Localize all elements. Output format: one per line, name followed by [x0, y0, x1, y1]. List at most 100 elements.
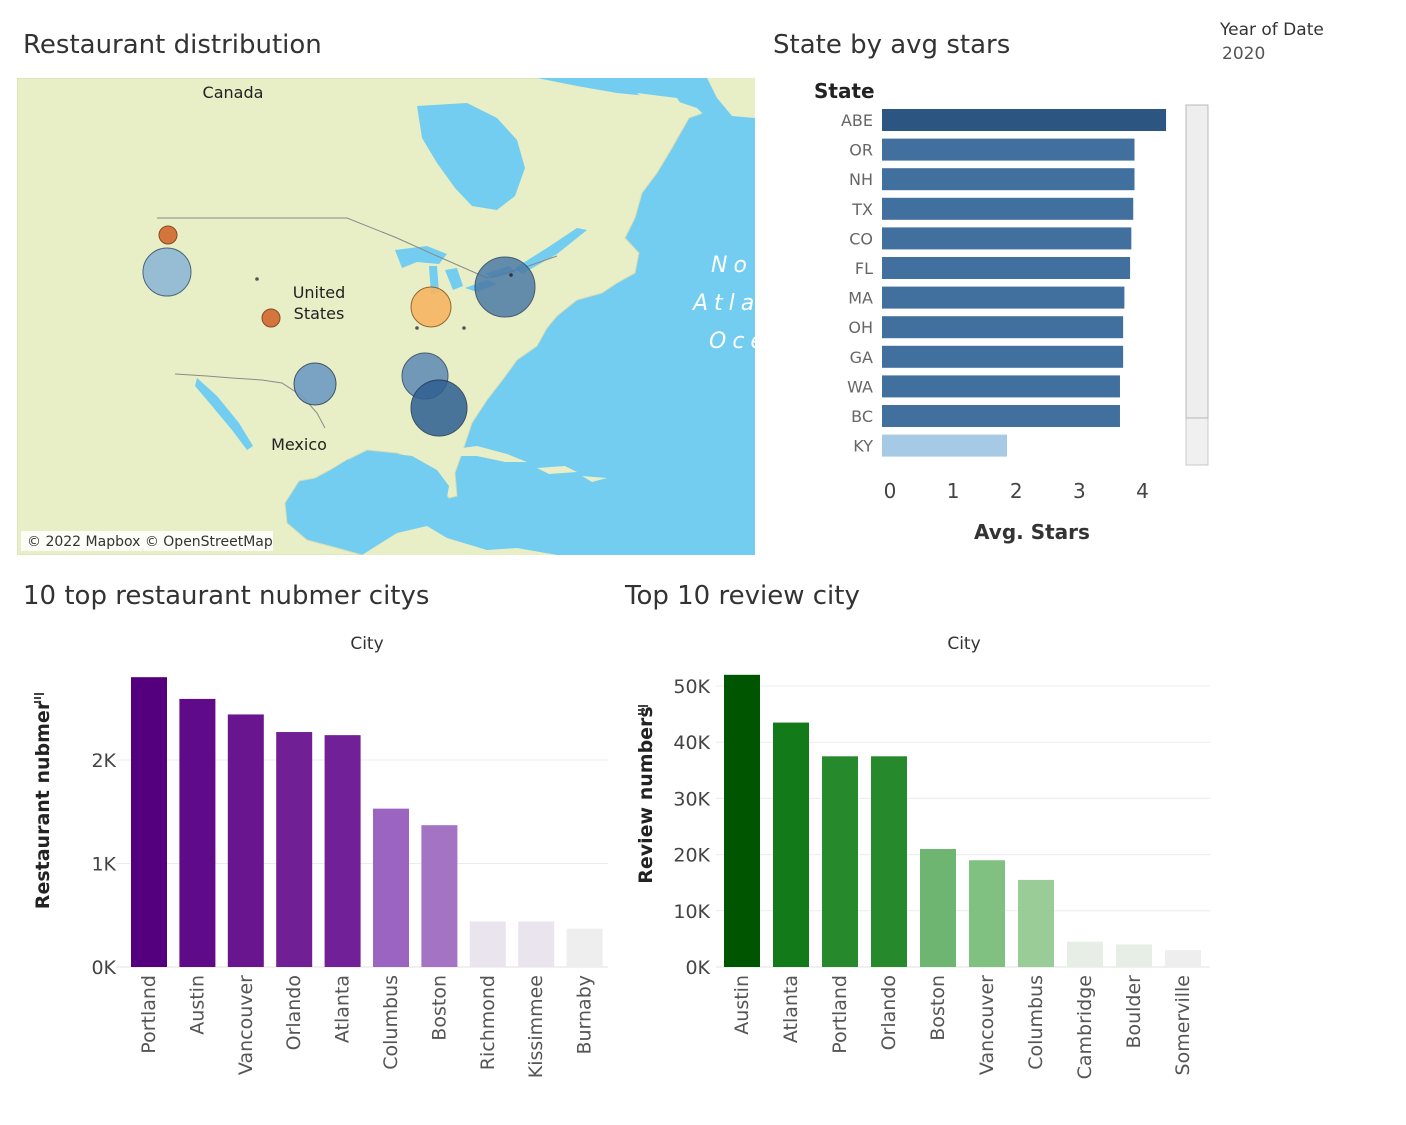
stars-category-label: OH — [848, 318, 873, 337]
x-category-label: Cambridge — [1074, 975, 1096, 1079]
restaurant-chart[interactable]: City 0K 1K 2K Portland Austin Vancouver Orlan… — [20, 625, 610, 1105]
map-bubble-columbus[interactable] — [410, 286, 452, 328]
stars-bar-or[interactable] — [882, 138, 1135, 161]
stars-x-axis-label: Avg. Stars — [974, 520, 1090, 544]
stars-category-label: BC — [851, 407, 873, 426]
stars-bar-oh[interactable] — [882, 316, 1124, 339]
map-svg[interactable]: Canada United States Mexico No Atla Oce … — [17, 78, 755, 555]
map-caribbean-islands — [447, 446, 607, 482]
review-chart[interactable]: City 0K 10K 20K 30K 40K 50K Austin Atlanta Port… — [620, 625, 1220, 1105]
stars-chart[interactable]: State ABE OR NH TX CO FL MA OH GA WA BC KY 0 1 2 3 4 Av… — [800, 70, 1220, 560]
stars-bar-nh[interactable] — [882, 168, 1135, 191]
stars-category-label: ABE — [841, 111, 873, 130]
map-marker-small[interactable] — [462, 326, 466, 330]
bar-columbus[interactable] — [373, 808, 409, 967]
bar-cambridge[interactable] — [1067, 941, 1103, 967]
map-arctic-islands — [572, 93, 685, 153]
map-label-ocean-2: Atla — [691, 291, 755, 316]
restaurant-map[interactable]: Canada United States Mexico No Atla Oce … — [17, 78, 755, 555]
review-column-header: City — [947, 634, 980, 654]
stars-category-label: NH — [849, 170, 873, 189]
stars-category-label: KY — [853, 437, 873, 456]
stars-category-label: TX — [851, 200, 873, 219]
x-category-label: Boston — [428, 975, 450, 1041]
x-category-label: Columbus — [1025, 975, 1047, 1070]
bar-boston[interactable] — [920, 849, 956, 967]
y-tick-label: 10K — [673, 901, 710, 923]
map-bubble-orlando[interactable] — [410, 379, 468, 437]
x-category-label: Atlanta — [332, 975, 354, 1043]
stars-bar-abe[interactable] — [882, 109, 1167, 131]
x-category-label: Columbus — [380, 975, 402, 1070]
bar-boston[interactable] — [421, 825, 458, 967]
map-attribution-bg — [21, 531, 273, 551]
sort-icon[interactable] — [34, 693, 44, 703]
map-marker-small[interactable] — [255, 277, 259, 281]
stars-x-tick-label: 1 — [947, 479, 960, 503]
bar-vancouver[interactable] — [969, 860, 1005, 967]
bar-austin[interactable] — [724, 674, 760, 967]
review-y-axis-label: Review numbers — [635, 706, 657, 884]
bar-atlanta[interactable] — [324, 735, 361, 967]
stars-category-header: State — [814, 79, 875, 103]
bar-kissimmee[interactable] — [518, 921, 555, 967]
stars-bar-co[interactable] — [882, 227, 1132, 250]
bar-atlanta[interactable] — [773, 722, 809, 967]
stars-bar-fl[interactable] — [882, 257, 1131, 279]
map-label-us-1: United — [293, 283, 346, 302]
bar-austin[interactable] — [179, 698, 216, 967]
map-label-ocean-3: Oce — [709, 329, 755, 354]
stars-chart-title: State by avg stars — [773, 30, 1011, 60]
map-us-mexico-border — [174, 373, 326, 429]
x-category-label: Vancouver — [976, 975, 998, 1075]
map-st-lawrence — [515, 228, 587, 274]
x-category-label: Austin — [186, 975, 208, 1035]
x-category-label: Boulder — [1123, 975, 1145, 1049]
bar-portland[interactable] — [822, 756, 858, 967]
stars-scrollbar-thumb[interactable] — [1185, 104, 1209, 419]
stars-bar-tx[interactable] — [882, 197, 1134, 220]
stars-bar-ky[interactable] — [882, 434, 1007, 457]
map-greenland — [707, 78, 755, 118]
bar-vancouver[interactable] — [227, 714, 264, 967]
stars-bar-ga[interactable] — [882, 345, 1124, 368]
bar-boulder[interactable] — [1116, 944, 1152, 967]
map-marker-small[interactable] — [509, 273, 513, 277]
bar-portland[interactable] — [131, 677, 167, 967]
x-category-label: Burnaby — [574, 975, 596, 1055]
y-tick-label: 0K — [91, 957, 116, 979]
stars-bar-wa[interactable] — [882, 375, 1120, 398]
map-bubble-boulder[interactable] — [261, 308, 281, 328]
y-tick-label: 20K — [673, 845, 710, 867]
bar-orlando[interactable] — [871, 756, 907, 967]
stars-x-tick-label: 3 — [1073, 479, 1086, 503]
map-marker-small[interactable] — [415, 326, 419, 330]
map-bubble-boston[interactable] — [474, 256, 536, 318]
x-category-label: Orlando — [283, 975, 305, 1050]
map-attribution[interactable]: © 2022 Mapbox © OpenStreetMap — [27, 534, 273, 550]
map-label-canada: Canada — [203, 83, 264, 102]
y-tick-label: 1K — [91, 853, 116, 875]
stars-bar-ma[interactable] — [882, 286, 1125, 309]
x-category-label: Somerville — [1172, 975, 1194, 1075]
restaurant-chart-title: 10 top restaurant nubmer citys — [23, 581, 430, 611]
map-bubble-portland[interactable] — [142, 247, 192, 297]
bar-richmond[interactable] — [469, 921, 506, 967]
x-category-label: Vancouver — [235, 975, 257, 1075]
map-title: Restaurant distribution — [23, 30, 322, 60]
year-filter-value[interactable]: 2020 — [1222, 44, 1266, 64]
bar-columbus[interactable] — [1018, 879, 1054, 967]
x-category-label: Portland — [138, 975, 160, 1054]
stars-bar-bc[interactable] — [882, 405, 1120, 427]
bar-somerville[interactable] — [1165, 950, 1201, 967]
map-bubble-vancouver[interactable] — [158, 225, 178, 245]
sort-icon[interactable] — [638, 705, 648, 715]
bar-orlando[interactable] — [276, 732, 313, 967]
stars-category-label: WA — [847, 377, 873, 396]
y-tick-label: 2K — [91, 750, 116, 772]
stars-category-label: GA — [850, 348, 873, 367]
map-bubble-austin[interactable] — [293, 362, 337, 406]
x-category-label: Orlando — [878, 975, 900, 1050]
bar-burnaby[interactable] — [566, 928, 603, 967]
map-central-america — [362, 526, 557, 555]
